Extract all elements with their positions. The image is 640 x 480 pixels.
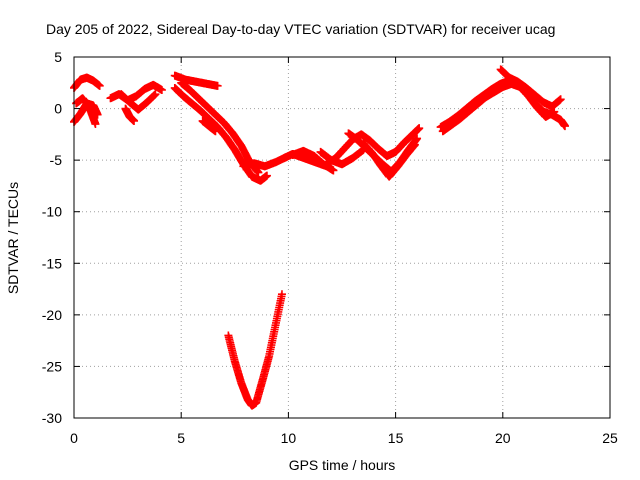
series-arc-4 <box>106 80 166 105</box>
data-point <box>254 168 263 177</box>
data-point <box>262 171 271 180</box>
data-point <box>560 122 569 131</box>
series-arc-6 <box>121 104 139 125</box>
series-arc-3 <box>72 94 100 129</box>
x-tick-label: 25 <box>602 430 618 446</box>
x-tick-label: 20 <box>495 430 511 446</box>
data-point <box>157 86 166 95</box>
series-arc-14 <box>288 124 424 170</box>
data-points <box>70 65 569 410</box>
data-point <box>413 134 422 143</box>
y-tick-label: -25 <box>42 358 62 374</box>
y-tick-label: -15 <box>42 255 62 271</box>
series-arc-7 <box>170 71 222 90</box>
series-arc-15 <box>316 145 368 169</box>
data-point <box>415 124 424 133</box>
data-point <box>277 290 286 299</box>
series-arc-12 <box>224 290 286 410</box>
x-axis-label: GPS time / hours <box>289 457 396 473</box>
data-point <box>151 90 160 99</box>
series-arc-19 <box>438 79 559 136</box>
series-arc-20 <box>496 65 565 111</box>
data-point <box>329 166 338 175</box>
x-tick-label: 0 <box>70 430 78 446</box>
y-axis-label: SDTVAR / TECUs <box>5 182 21 294</box>
series-arc-9 <box>177 78 263 177</box>
grid-lines <box>74 57 610 418</box>
series-arc-5 <box>117 90 160 114</box>
data-point <box>550 107 559 116</box>
x-tick-label: 5 <box>177 430 185 446</box>
x-tick-label: 10 <box>281 430 297 446</box>
data-point <box>95 81 104 90</box>
x-tick-label: 15 <box>388 430 404 446</box>
y-tick-label: 0 <box>54 101 62 117</box>
series-arc-10 <box>198 116 220 136</box>
chart-title: Day 205 of 2022, Sidereal Day-to-day VTE… <box>46 21 555 37</box>
series-arc-17 <box>359 139 419 181</box>
y-tick-label: -10 <box>42 204 62 220</box>
series-arc-1 <box>70 73 104 92</box>
y-tick-label: -30 <box>42 410 62 426</box>
data-point <box>213 81 222 90</box>
plot-frame <box>73 56 611 419</box>
y-tick-label: -20 <box>42 307 62 323</box>
data-point <box>91 120 100 129</box>
data-point <box>410 140 419 149</box>
data-point <box>556 95 565 104</box>
data-point <box>211 127 220 136</box>
data-point <box>130 116 139 125</box>
y-tick-label: -5 <box>50 152 63 168</box>
y-tick-label: 5 <box>54 49 62 65</box>
